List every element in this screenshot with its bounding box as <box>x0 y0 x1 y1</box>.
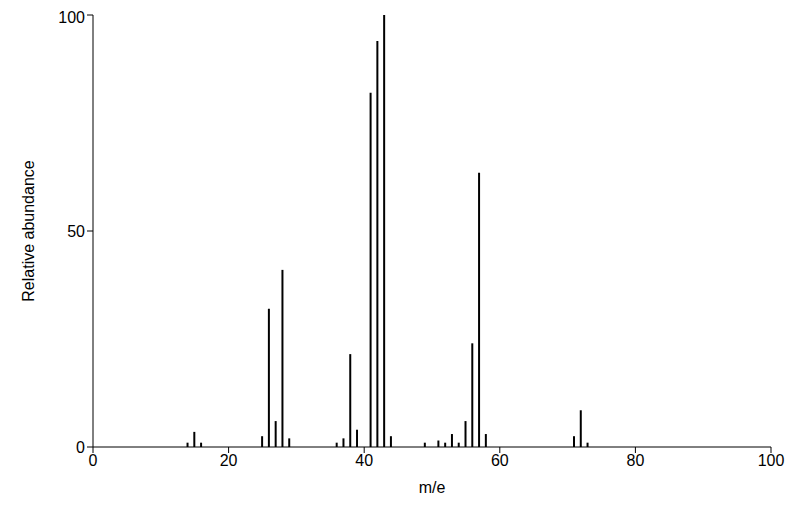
svg-text:100: 100 <box>758 452 785 469</box>
svg-text:80: 80 <box>627 452 645 469</box>
svg-text:60: 60 <box>491 452 509 469</box>
svg-text:40: 40 <box>355 452 373 469</box>
svg-text:20: 20 <box>220 452 238 469</box>
svg-text:100: 100 <box>58 9 85 26</box>
svg-text:50: 50 <box>67 223 85 240</box>
svg-text:0: 0 <box>76 439 85 456</box>
svg-text:Relative abundance: Relative abundance <box>20 160 37 302</box>
svg-text:m/e: m/e <box>419 479 446 496</box>
svg-text:0: 0 <box>89 452 98 469</box>
